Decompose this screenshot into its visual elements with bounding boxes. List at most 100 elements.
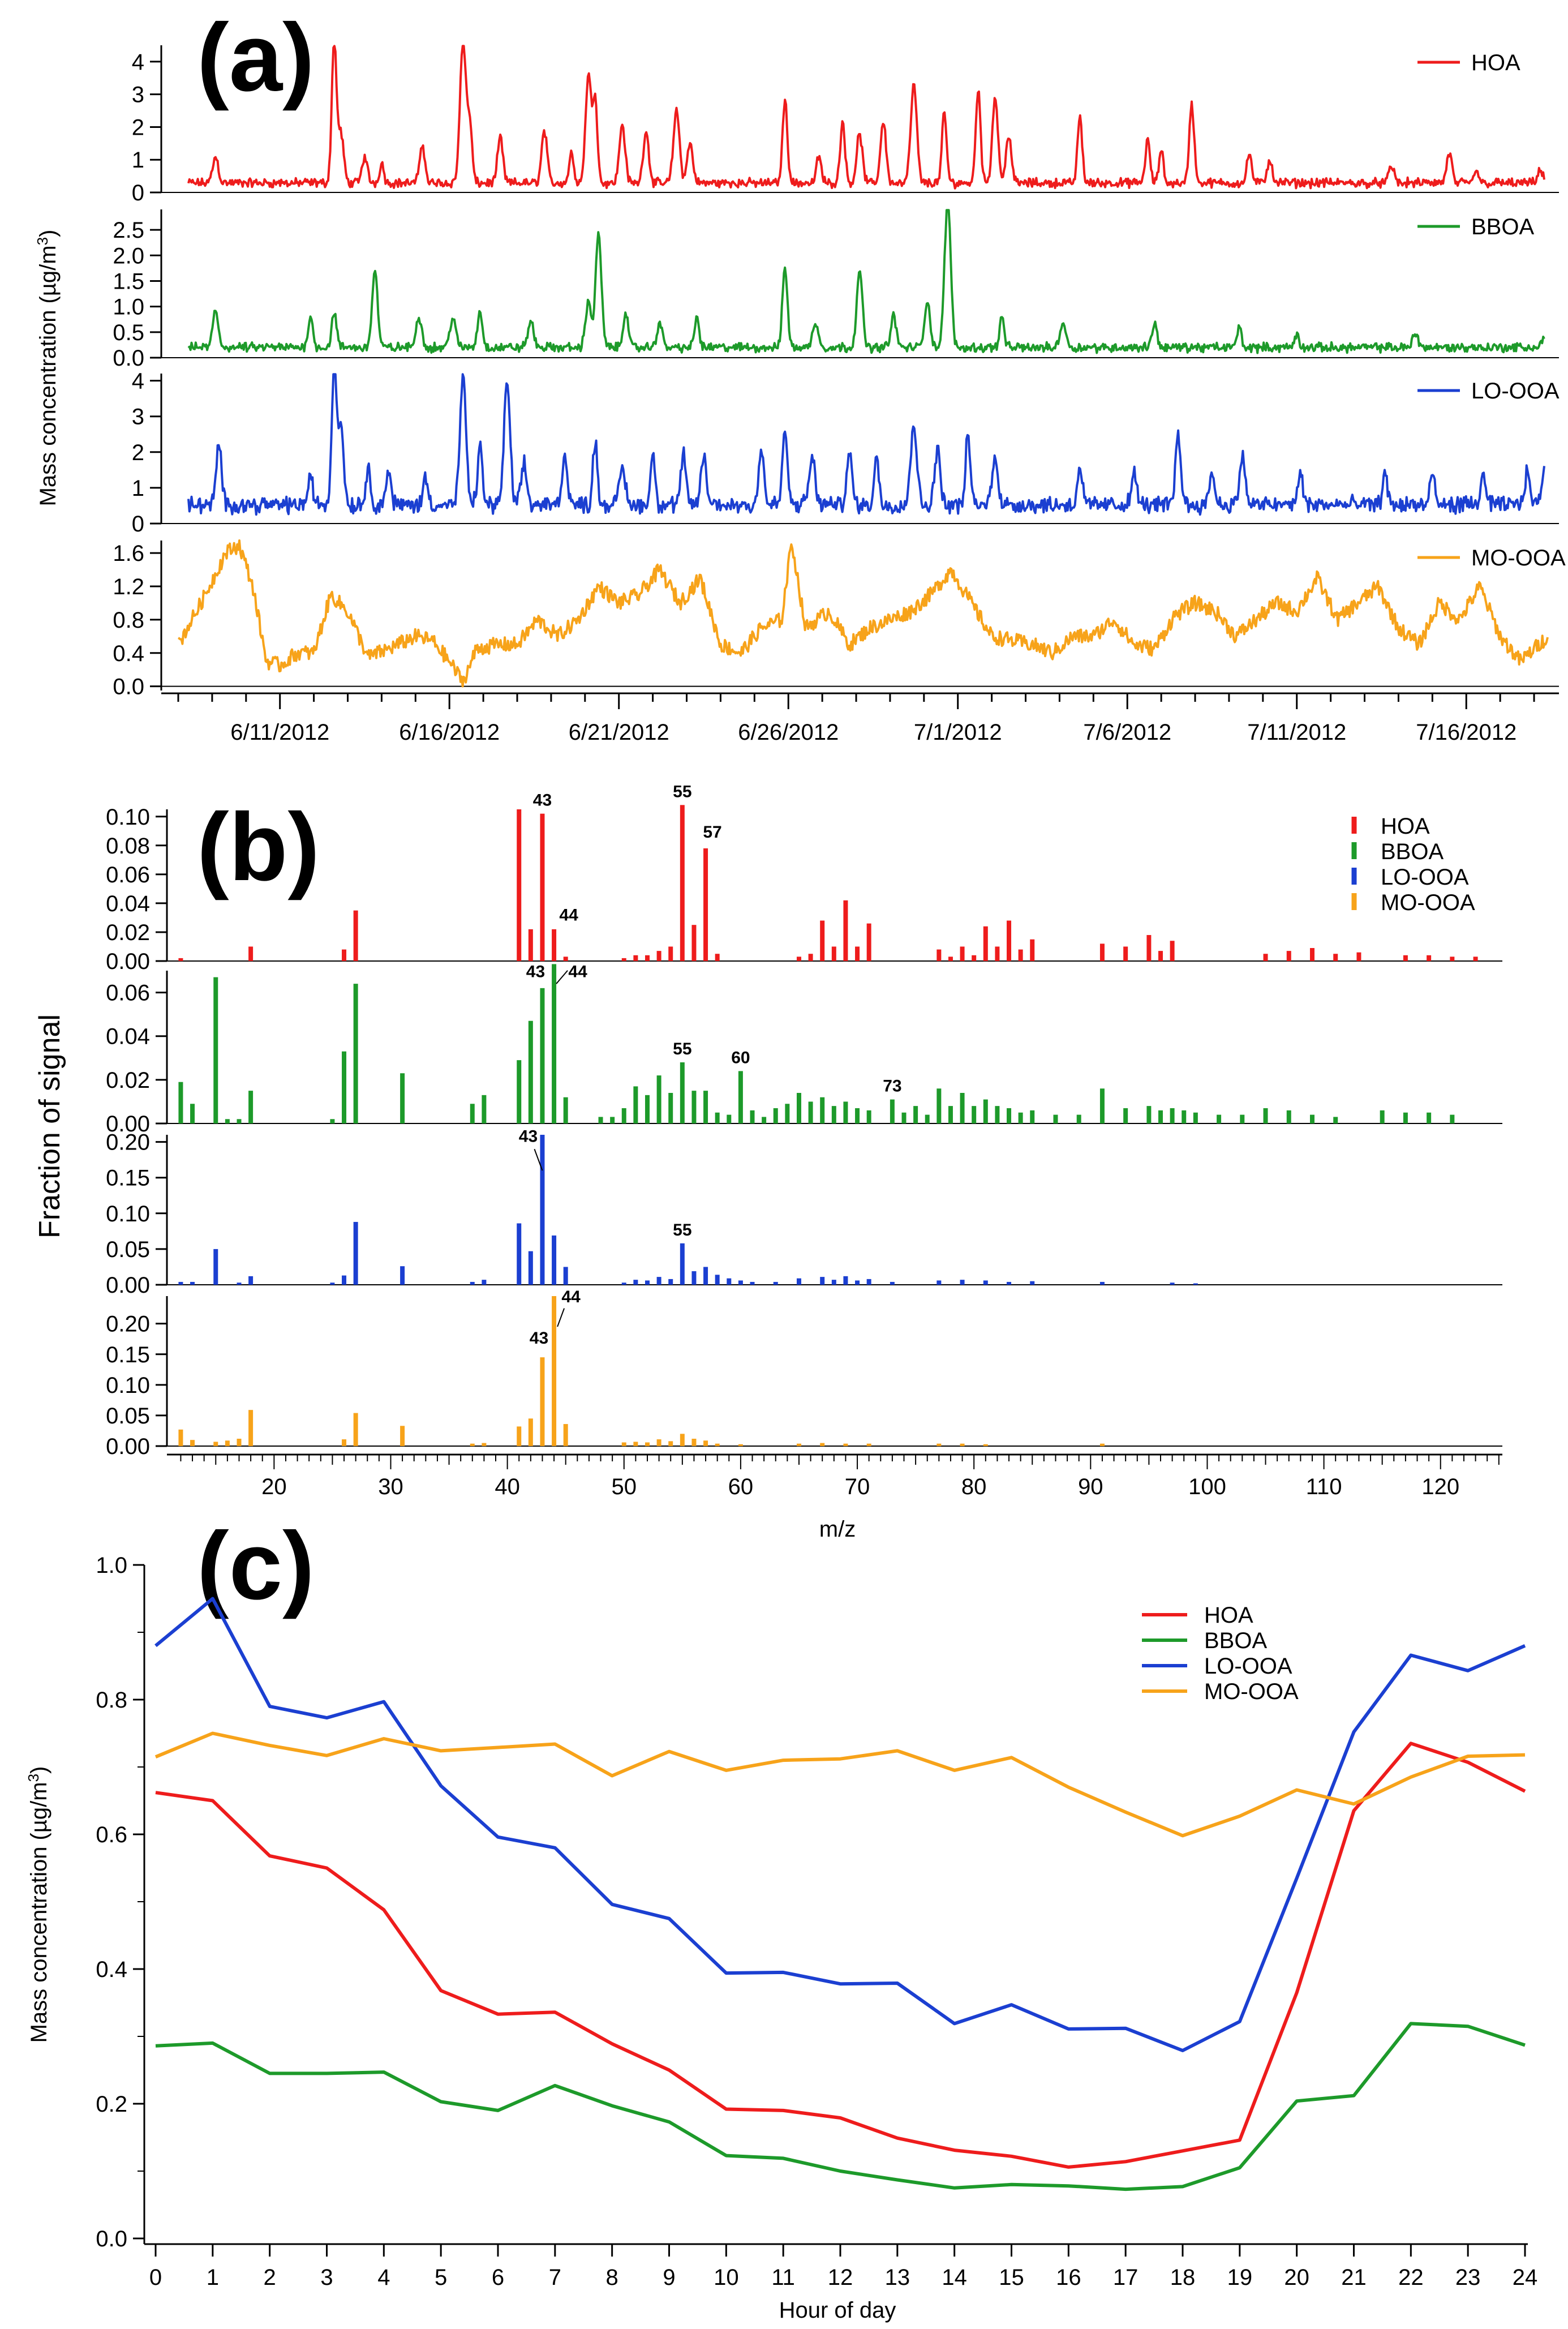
panel-b-bar-lo-ooa-mz15 (213, 1249, 218, 1285)
panel-c-xtick-label: 7 (549, 2265, 561, 2290)
panel-b-peak-label: 55 (673, 1040, 691, 1058)
panel-b-xtick-label: 110 (1306, 1474, 1342, 1499)
panel-b-bar-bboa-mz68 (831, 1106, 836, 1123)
panel-b-bar-lo-ooa-mz67 (820, 1277, 825, 1285)
panel-b-bar-lo-ooa-mz97 (1170, 1283, 1175, 1285)
panel-b-bar-lo-ooa-mz13 (190, 1281, 195, 1285)
panel-b-bar-bboa-mz87 (1053, 1114, 1058, 1123)
panel-b-bar-bboa-mz105 (1263, 1108, 1268, 1123)
panel-b-bar-bboa-mz117 (1403, 1112, 1408, 1123)
panel-b-peak-label: 57 (703, 823, 721, 842)
panel-b-bar-lo-ooa-mz54 (668, 1279, 673, 1285)
panel-b-ytick-label: 0.20 (106, 1312, 150, 1337)
panel-b-bar-mo-ooa-mz31 (400, 1426, 405, 1446)
panel-b-bar-hoa-mz93 (1123, 946, 1128, 961)
panel-b-bar-bboa-mz101 (1217, 1114, 1222, 1123)
panel-a-label: (a) (197, 4, 315, 111)
panel-b-ytick-label: 0.06 (106, 981, 150, 1006)
panel-b-bar-bboa-mz52 (645, 1095, 650, 1123)
panel-a-xtick-label: 7/6/2012 (1083, 720, 1171, 745)
panel-b-ytick-label: 0.20 (106, 1130, 150, 1155)
panel-c-xtick-label: 5 (435, 2265, 447, 2290)
panel-b-bar-hoa-mz85 (1030, 939, 1035, 961)
panel-c-ylabel-main: Mass concentration (µg/m (27, 1782, 51, 2043)
panel-b-bar-bboa-mz93 (1123, 1108, 1128, 1123)
panel-b-bar-hoa-mz91 (1099, 943, 1105, 961)
panel-c-xtick-label: 0 (149, 2265, 162, 2290)
panel-b-xtick-label: 90 (1078, 1474, 1103, 1499)
panel-b-bar-bboa-mz97 (1170, 1108, 1175, 1123)
panel-b-bar-hoa-mz12 (178, 958, 183, 961)
panel-c-xtick-label: 24 (1513, 2265, 1538, 2290)
panel-a-ytick-label: 1.6 (113, 541, 144, 566)
panel-b-xtick-label: 60 (728, 1474, 754, 1499)
panel-b-bar-bboa-mz59 (727, 1114, 732, 1123)
panel-b-bar-bboa-mz58 (715, 1112, 720, 1123)
panel-b-ytick-label: 0.10 (106, 805, 150, 830)
panel-b-peak-leader (557, 1308, 565, 1327)
panel-b-ylabel: Fraction of signal (33, 1014, 66, 1238)
panel-c-ytick-label: 0.6 (96, 1822, 127, 1847)
panel-b-bar-bboa-mz70 (855, 1108, 860, 1123)
panel-b-bar-mo-ooa-mz18 (248, 1410, 254, 1446)
panel-b-bar-hoa-mz80 (972, 955, 977, 961)
panel-b-bar-bboa-mz66 (808, 1101, 813, 1123)
panel-b-peak-label: 55 (673, 1221, 691, 1239)
panel-b-xtick-label: 20 (261, 1474, 287, 1499)
panel-b-xtick-label: 50 (612, 1474, 637, 1499)
panel-b-bar-lo-ooa-mz41 (517, 1223, 522, 1285)
panel-c-ytick-label: 1.0 (96, 1553, 127, 1578)
panel-c-xtick-label: 9 (663, 2265, 675, 2290)
panel-a-ylabel-main: Mass concentration (µg/m (36, 245, 61, 506)
panel-b-bar-lo-ooa-mz17 (237, 1283, 242, 1285)
panel-b-legend-lo-ooa: LO-OOA (1381, 865, 1469, 890)
panel-b-bar-lo-ooa-mz42 (528, 1251, 533, 1285)
panel-b-bar-mo-ooa-mz91 (1099, 1443, 1105, 1446)
panel-b-bar-mo-ooa-mz55 (680, 1434, 685, 1446)
panel-b-xtick-label: 70 (845, 1474, 870, 1499)
panel-b-bar-lo-ooa-mz91 (1099, 1281, 1105, 1285)
panel-b-bar-bboa-mz13 (190, 1104, 195, 1123)
panel-b-bar-bboa-mz95 (1146, 1106, 1152, 1123)
panel-c-xtick-label: 20 (1284, 2265, 1309, 2290)
panel-b-bar-bboa-mz16 (225, 1119, 230, 1123)
panel-b-bar-bboa-mz81 (983, 1099, 988, 1123)
panel-b-bar-lo-ooa-mz60 (738, 1280, 743, 1285)
panel-b-bar-bboa-mz91 (1099, 1088, 1105, 1123)
panel-b-xtick-label: 100 (1188, 1474, 1226, 1499)
panel-b-bar-bboa-mz56 (691, 1091, 697, 1123)
panel-b-ytick-label: 0.05 (106, 1237, 150, 1262)
panel-b-bar-mo-ooa-mz12 (178, 1429, 183, 1446)
panel-b-ytick-label: 0.04 (106, 891, 150, 916)
panel-b-xtick-label: 80 (961, 1474, 987, 1499)
panel-b-bar-hoa-mz53 (656, 951, 661, 961)
panel-b-peak-leader (556, 970, 568, 984)
panel-c-xtick-label: 16 (1056, 2265, 1081, 2290)
panel-c-xtick-label: 11 (771, 2265, 795, 2290)
panel-b-bar-bboa-mz75 (913, 1106, 918, 1123)
panel-b-bar-bboa-mz15 (213, 977, 218, 1123)
panel-b-peak-label: 55 (673, 782, 691, 801)
panel-b-bar-hoa-mz82 (995, 946, 1000, 961)
panel-b-bar-mo-ooa-mz43 (540, 1357, 545, 1446)
panel-a-ytick-label: 3 (132, 83, 144, 108)
panel-a-ytick-label: 4 (132, 50, 144, 75)
panel-b-bar-hoa-mz27 (353, 910, 358, 961)
panel-b-peak-label: 44 (559, 906, 578, 925)
panel-b-bar-bboa-mz45 (563, 1097, 568, 1123)
panel-a-band-bboa: 0.00.51.01.52.02.5 BBOA (113, 209, 1559, 371)
panel-b-bar-hoa-mz119 (1427, 955, 1432, 961)
panel-b-bar-hoa-mz97 (1170, 941, 1175, 961)
panel-b-bar-lo-ooa-mz71 (866, 1279, 871, 1285)
panel-a-band-lo-ooa: 0 1 2 3 4 LO-OOA (132, 369, 1560, 537)
panel-a-ytick-label: 1 (132, 148, 144, 173)
panel-a-ytick-label: 1.5 (113, 269, 144, 294)
panel-b-bar-bboa-mz74 (901, 1112, 907, 1123)
panel-b-band-bboa: 0.00 0.02 0.04 0.06 43 44 55 60 73 (106, 963, 1502, 1136)
panel-c-xtick-label: 2 (264, 2265, 276, 2290)
panel-b-bar-mo-ooa-mz51 (633, 1442, 638, 1446)
panel-c-ylabel-end: ) (27, 1766, 51, 1774)
panel-b-bar-mo-ooa-mz45 (563, 1424, 568, 1446)
panel-b-label: (b) (197, 794, 320, 901)
